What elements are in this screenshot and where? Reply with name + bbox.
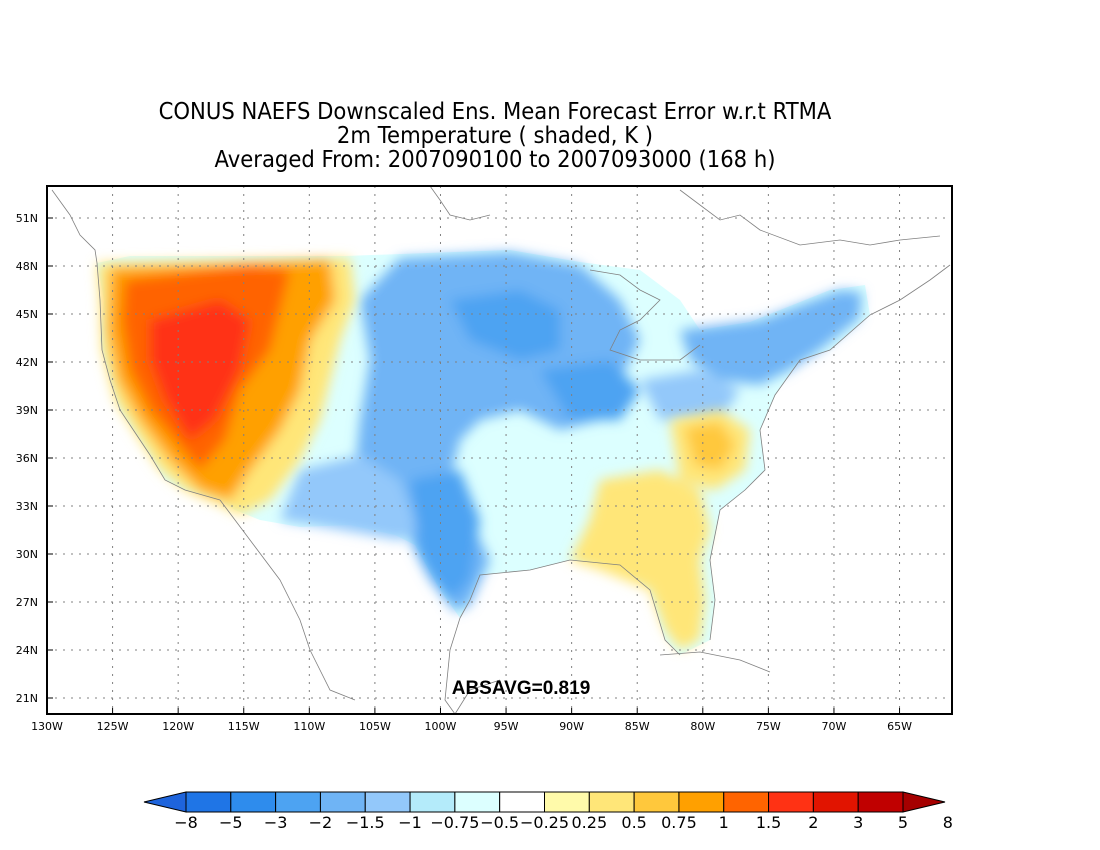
colorbar-label: −5: [219, 813, 243, 832]
map-border: [46, 185, 953, 715]
colorbar-box: [633, 791, 680, 813]
cuba-line: [659, 651, 771, 673]
lon-tick-label: 90W: [559, 720, 584, 733]
colorbar-arrow-high: [902, 791, 946, 813]
lon-tick-label: 75W: [756, 720, 781, 733]
east-coast-line: [709, 314, 871, 641]
southeast-yellow-region: [570, 470, 710, 650]
title-line-2: 2m Temperature ( shaded, K ): [336, 123, 654, 149]
map-layers: [47, 186, 952, 714]
temperature-error-field: [97, 250, 870, 655]
colorbar-box: [454, 791, 501, 813]
colorbar: −8 −5 −3 −2 −1.5 −1 −0.75 −0.5 −0.25 0.25 0.5 0.75 1…: [143, 791, 953, 832]
lon-tick-label: 70W: [822, 720, 847, 733]
colorbar-box: [185, 791, 232, 813]
colorbar-box: [409, 791, 456, 813]
colorbar-box: [275, 791, 321, 813]
colorbar-label: −3: [264, 813, 288, 832]
lon-tick-label: 105W: [359, 720, 391, 733]
lon-tick-label: 120W: [162, 720, 194, 733]
colorbar-label: −1.5: [346, 813, 385, 832]
colorbar-label: 3: [853, 813, 863, 832]
lat-tick-label: 27N: [16, 596, 38, 609]
colorbar-box: [678, 791, 725, 813]
great-lakes-blue-region: [450, 290, 560, 360]
plains-blue-region: [280, 455, 420, 540]
appalachian-orange-region: [685, 422, 735, 470]
colorbar-box: [364, 791, 411, 813]
alaska-bc-coast-line: [51, 189, 98, 264]
colorbar-label: −8: [174, 813, 198, 832]
west-coast-line: [96, 262, 221, 501]
midwest-blue-region: [540, 360, 640, 420]
colorbar-label: 2: [808, 813, 818, 832]
lat-tick-label: 30N: [16, 548, 38, 561]
gulf-coast-line: [459, 559, 681, 656]
canada-coast-line: [869, 264, 951, 316]
colorbar-box: [723, 791, 770, 813]
latitude-axis: 21N 24N 27N 30N 33N 36N 39N 42N 45N 48N 51N: [16, 212, 53, 705]
colorbar-label: 0.25: [572, 813, 608, 832]
lon-tick-label: 95W: [494, 720, 519, 733]
lat-tick-label: 51N: [16, 212, 38, 225]
baja-coast-line: [219, 499, 356, 701]
lon-tick-label: 85W: [625, 720, 650, 733]
colorbar-label: 8: [943, 813, 953, 832]
lon-tick-label: 110W: [293, 720, 325, 733]
southern-plains-blue-region: [410, 470, 480, 600]
lon-tick-label: 65W: [887, 720, 912, 733]
colorbar-box: [857, 791, 904, 813]
longitude-axis: 130W 125W 120W 115W 110W 105W 100W 95W 90W 85W 80W…: [31, 708, 912, 733]
lon-tick-label: 80W: [690, 720, 715, 733]
quebec-line: [679, 189, 941, 246]
central-america-line: [454, 679, 501, 714]
title-block: CONUS NAEFS Downscaled Ens. Mean Forecas…: [0, 100, 990, 172]
colorbar-label: 5: [898, 813, 908, 832]
colorbar-label: −0.5: [480, 813, 519, 832]
great-lakes-line: [589, 269, 701, 361]
title-line-1: CONUS NAEFS Downscaled Ens. Mean Forecas…: [158, 99, 832, 125]
lat-tick-label: 24N: [16, 644, 38, 657]
colorbar-label: −2: [309, 813, 333, 832]
lon-tick-label: 100W: [425, 720, 457, 733]
colorbar-label: 0.75: [661, 813, 697, 832]
great-basin-red-region: [150, 300, 250, 440]
hudson-region-line: [429, 186, 491, 221]
colorbar-label: −1: [398, 813, 422, 832]
colorbar-arrow-low: [143, 791, 187, 813]
colorbar-box: [768, 791, 814, 813]
lat-tick-label: 21N: [16, 692, 38, 705]
colorbar-label: −0.25: [520, 813, 569, 832]
colorbar-label: 1: [719, 813, 729, 832]
lat-tick-label: 39N: [16, 404, 38, 417]
colorbar-box: [319, 791, 366, 813]
map-grid: [47, 186, 952, 714]
lon-tick-label: 125W: [97, 720, 129, 733]
colorbar-label: 1.5: [756, 813, 781, 832]
lat-tick-label: 45N: [16, 308, 38, 321]
colorbar-label: 0.5: [621, 813, 646, 832]
colorbar-box: [544, 791, 590, 813]
lat-tick-label: 42N: [16, 356, 38, 369]
coastlines: [51, 186, 951, 714]
lon-tick-label: 130W: [31, 720, 63, 733]
colorbar-label: −0.75: [430, 813, 479, 832]
absavg-annotation: ABSAVG=0.819: [452, 678, 591, 699]
title-line-3: Averaged From: 2007090100 to 2007093000 …: [214, 147, 776, 173]
colorbar-box: [230, 791, 277, 813]
lat-tick-label: 33N: [16, 500, 38, 513]
lon-tick-label: 115W: [228, 720, 260, 733]
lat-tick-label: 36N: [16, 452, 38, 465]
colorbar-box: [499, 791, 545, 813]
ohio-valley-blue-region: [640, 370, 740, 420]
colorbar-box: [812, 791, 859, 813]
colorbar-box: [588, 791, 635, 813]
lat-tick-label: 48N: [16, 260, 38, 273]
mexico-gulf-line: [444, 617, 461, 714]
